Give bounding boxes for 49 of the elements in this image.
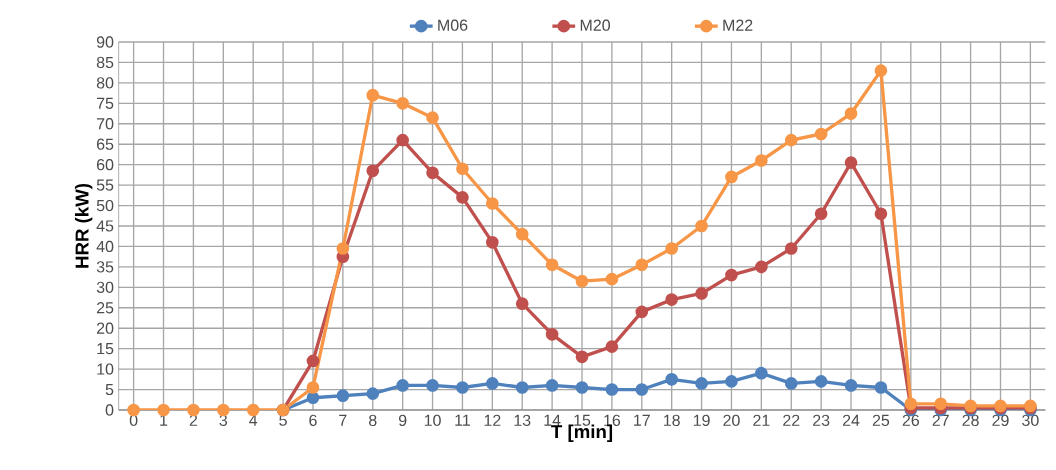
y-tick-label: 30 (96, 281, 114, 293)
legend-label: M20 (580, 19, 610, 31)
x-tick-label: 28 (962, 414, 979, 427)
x-axis-title: T [min] (551, 424, 613, 442)
x-tick-label: 15 (574, 414, 591, 426)
legend-label: M22 (723, 19, 753, 31)
x-tick-label: 12 (484, 414, 501, 426)
y-tick-label: 10 (97, 363, 114, 375)
x-tick-label: 19 (693, 414, 710, 427)
y-tick-label: 65 (96, 138, 114, 150)
x-tick-label: 27 (932, 414, 949, 426)
y-tick-label: 0 (105, 404, 114, 416)
legend-label: M06 (438, 19, 468, 31)
x-tick-label: 20 (723, 414, 740, 427)
y-tick-label: 70 (96, 118, 114, 130)
x-tick-label: 25 (872, 414, 890, 427)
y-tick-label: 5 (105, 383, 114, 396)
y-tick-label: 85 (96, 56, 114, 69)
x-tick-label: 13 (514, 414, 531, 427)
y-tick-label: 60 (96, 159, 114, 171)
x-tick-label: 10 (424, 414, 441, 427)
x-tick-label: 24 (842, 414, 860, 426)
y-tick-label: 25 (96, 302, 114, 314)
x-tick-label: 23 (813, 414, 830, 427)
x-tick-label: 30 (1022, 414, 1039, 427)
x-tick-label: 14 (544, 414, 561, 426)
y-tick-label: 20 (96, 322, 114, 334)
y-tick-label: 35 (96, 261, 114, 273)
y-tick-label: 55 (96, 179, 114, 191)
y-tick-label: 50 (96, 199, 114, 212)
x-tick-label: 4 (249, 414, 258, 426)
x-tick-label: 26 (902, 414, 920, 427)
y-axis-title: HRR (kW) (74, 183, 93, 268)
x-tick-label: 9 (398, 414, 407, 427)
x-tick-label: 22 (783, 414, 800, 426)
y-tick-label: 45 (96, 220, 114, 232)
x-tick-label: 6 (309, 414, 317, 427)
x-tick-label: 29 (992, 414, 1009, 427)
x-tick-label: 7 (339, 414, 347, 426)
y-tick-label: 90 (96, 36, 114, 48)
x-tick-label: 21 (753, 414, 770, 426)
y-tick-label: 15 (97, 343, 114, 355)
y-tick-label: 80 (96, 77, 114, 89)
x-tick-label: 17 (634, 414, 650, 426)
x-tick-label: 8 (369, 414, 377, 427)
x-tick-label: 11 (455, 414, 470, 426)
y-tick-label: 75 (96, 97, 114, 109)
x-tick-label: 18 (663, 414, 680, 427)
y-tick-label: 40 (96, 240, 114, 253)
